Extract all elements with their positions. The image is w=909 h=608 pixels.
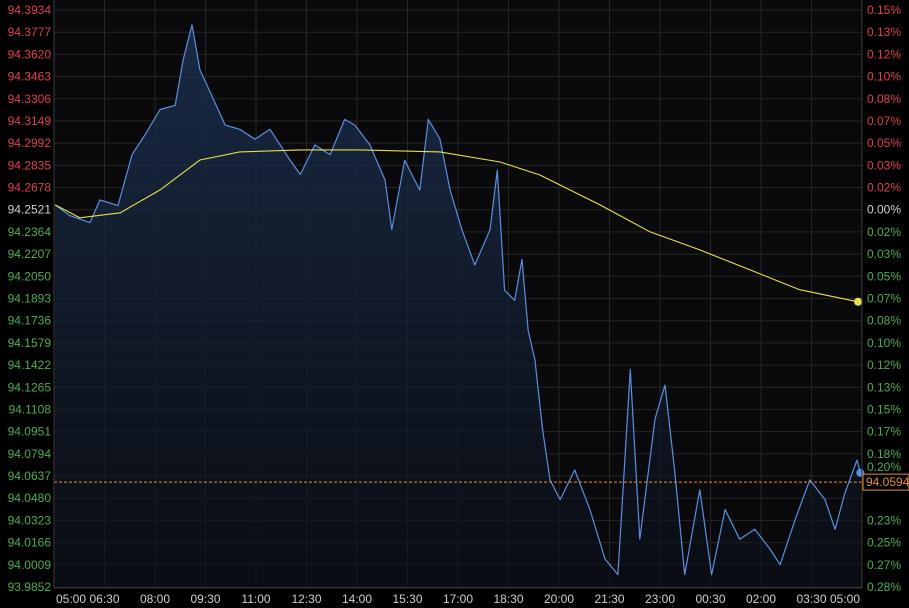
y-tick-label: 94.1893 bbox=[8, 292, 52, 306]
percent-tick-label: 0.05% bbox=[867, 269, 901, 283]
percent-tick-label: 0.12% bbox=[867, 358, 901, 372]
y-tick-label: 94.2521 bbox=[8, 203, 52, 217]
percent-tick-label: 0.18% bbox=[867, 447, 901, 461]
y-tick-label: 94.0166 bbox=[8, 536, 52, 550]
y-tick-label: 94.2207 bbox=[8, 247, 52, 261]
y-tick-label: 94.3463 bbox=[8, 70, 52, 84]
price-area-fill bbox=[55, 24, 861, 587]
percent-tick-label: 0.10% bbox=[867, 70, 901, 84]
y-tick-label: 94.2835 bbox=[8, 158, 52, 172]
y-tick-label: 94.3934 bbox=[8, 3, 52, 17]
y-tick-label: 94.3620 bbox=[8, 47, 52, 61]
x-tick-label: 21:30 bbox=[594, 592, 624, 606]
y-tick-label: 94.3306 bbox=[8, 92, 52, 106]
percent-tick-label: 0.17% bbox=[867, 425, 901, 439]
y-tick-label: 94.2050 bbox=[8, 269, 52, 283]
moving-average-last-point[interactable] bbox=[854, 297, 863, 306]
percent-tick-label: 0.10% bbox=[867, 336, 901, 350]
percent-tick-label: 0.13% bbox=[867, 380, 901, 394]
x-tick-label: 05:00 bbox=[56, 592, 86, 606]
x-tick-label: 15:30 bbox=[392, 592, 422, 606]
y-tick-label: 94.1265 bbox=[8, 380, 52, 394]
y-tick-label: 94.3777 bbox=[8, 25, 52, 39]
y-tick-label: 94.0323 bbox=[8, 513, 52, 527]
y-tick-label: 94.1736 bbox=[8, 314, 52, 328]
percent-tick-label: 0.07% bbox=[867, 114, 901, 128]
y-tick-label: 94.0637 bbox=[8, 469, 52, 483]
x-tick-label: 08:00 bbox=[140, 592, 170, 606]
x-tick-label: 17:00 bbox=[443, 592, 473, 606]
percent-tick-label: 0.05% bbox=[867, 136, 901, 150]
axes: 94.3934 0.15% 94.3777 0.13% 94.3620 0.12% 94.3… bbox=[8, 0, 909, 606]
last-price-label: 94.0594 bbox=[866, 475, 909, 489]
x-tick-label: 12:30 bbox=[291, 592, 321, 606]
x-tick-label: 11:00 bbox=[241, 592, 270, 606]
percent-tick-label: 0.03% bbox=[867, 247, 901, 261]
percent-tick-label: 0.15% bbox=[867, 402, 901, 416]
percent-tick-label: 0.15% bbox=[867, 3, 901, 17]
x-tick-label: 09:30 bbox=[190, 592, 220, 606]
percent-tick-label: 0.07% bbox=[867, 292, 901, 306]
x-tick-label: 05:00 bbox=[830, 592, 860, 606]
y-tick-label: 94.2992 bbox=[8, 136, 52, 150]
price-line[interactable] bbox=[54, 24, 861, 576]
percent-tick-label: 0.08% bbox=[867, 92, 901, 106]
percent-tick-label: 0.13% bbox=[867, 25, 901, 39]
y-tick-label: 94.1579 bbox=[8, 336, 52, 350]
percent-tick-label: 0.00% bbox=[867, 203, 901, 217]
y-tick-label: 94.3149 bbox=[8, 114, 52, 128]
y-tick-label: 94.2678 bbox=[8, 181, 52, 195]
last-price-badge bbox=[862, 473, 909, 491]
percent-tick-label: 0.20% bbox=[867, 460, 901, 474]
y-tick-label: 94.0480 bbox=[8, 491, 52, 505]
moving-average-line[interactable] bbox=[54, 149, 859, 303]
x-tick-label: 18:30 bbox=[493, 592, 523, 606]
percent-tick-label: 0.27% bbox=[867, 558, 901, 572]
y-tick-label: 94.1422 bbox=[8, 358, 52, 372]
percent-tick-label: 0.08% bbox=[867, 314, 901, 328]
y-tick-label: 94.1108 bbox=[9, 402, 52, 416]
percent-tick-label: 0.03% bbox=[867, 158, 901, 172]
x-tick-label: 23:00 bbox=[645, 592, 675, 606]
y-tick-label: 94.0009 bbox=[8, 558, 52, 572]
percent-tick-label: 0.02% bbox=[867, 225, 901, 239]
x-tick-label: 20:00 bbox=[544, 592, 574, 606]
percent-tick-label: 0.12% bbox=[867, 47, 901, 61]
x-tick-label: 00:30 bbox=[695, 592, 725, 606]
series-layer bbox=[54, 24, 865, 587]
y-tick-label: 94.2364 bbox=[8, 225, 52, 239]
x-tick-label: 06:30 bbox=[89, 592, 119, 606]
percent-tick-label: 0.02% bbox=[867, 181, 901, 195]
y-tick-label: 94.0951 bbox=[8, 425, 52, 439]
y-tick-label: 94.0794 bbox=[8, 447, 52, 461]
x-tick-label: 03:30 bbox=[796, 592, 826, 606]
percent-tick-label: 0.28% bbox=[867, 580, 901, 594]
y-tick-label: 93.9852 bbox=[8, 580, 52, 594]
x-tick-label: 14:00 bbox=[342, 592, 372, 606]
x-tick-label: 02:00 bbox=[746, 592, 776, 606]
percent-tick-label: 0.25% bbox=[867, 536, 901, 550]
percent-tick-label: 0.23% bbox=[867, 513, 901, 527]
